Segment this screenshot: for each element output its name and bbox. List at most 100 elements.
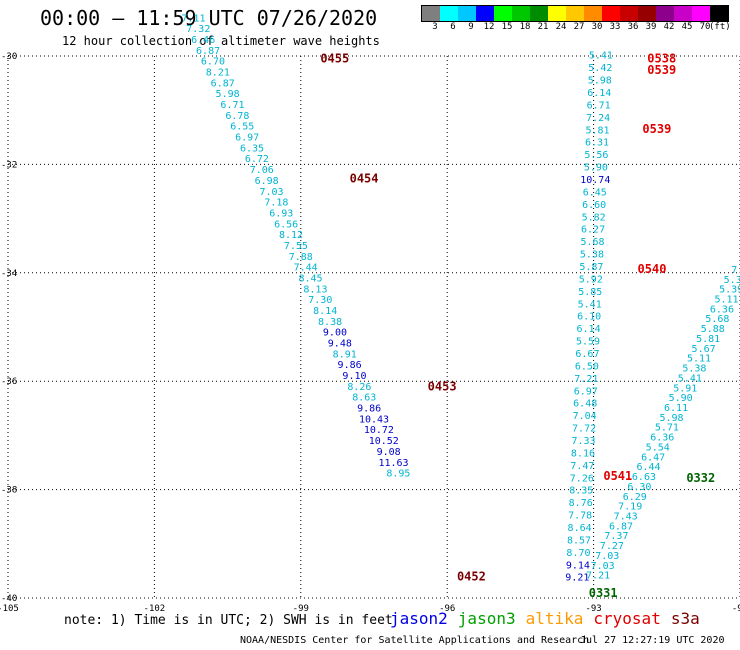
swh-value: 7.21 [574, 374, 598, 385]
swh-value: 8.26 [347, 382, 371, 393]
swh-value: 8.35 [569, 486, 593, 497]
swh-value: 6.29 [623, 492, 647, 503]
color-scale-swatch [674, 6, 692, 21]
swh-value: 6.27 [581, 225, 605, 236]
x-tick-label: -90 [732, 604, 740, 614]
swh-value: 6.55 [230, 122, 254, 133]
x-tick-label: -102 [144, 604, 166, 614]
color-scale-swatch [422, 6, 440, 21]
swh-value: 9.48 [328, 339, 352, 350]
swh-value: 8.12 [279, 230, 303, 241]
swh-value: 5.85 [578, 287, 602, 298]
swh-value: 7.06 [250, 165, 274, 176]
swh-value: 5.71 [655, 423, 679, 434]
swh-value: 11.63 [378, 458, 408, 469]
pass-time-label: 0538 [647, 52, 676, 66]
color-scale-swatch [656, 6, 674, 21]
legend-jason2: jason2 [390, 609, 448, 628]
swh-value: 5.56 [584, 150, 608, 161]
swh-value: 5.91 [673, 383, 697, 394]
page-subtitle: 12 hour collection of altimeter wave hei… [62, 34, 380, 48]
swh-value: 8.76 [569, 498, 593, 509]
swh-value: 9.86 [338, 360, 362, 371]
swh-value: 5.11 [687, 354, 711, 365]
pass-time-label: 0454 [350, 171, 379, 185]
swh-value: 10.52 [369, 436, 399, 447]
swh-value: 6.97 [574, 386, 598, 397]
swh-value: 5.39 [719, 285, 740, 296]
swh-value: 5.38 [724, 275, 740, 286]
color-scale-label: 3 [432, 22, 438, 32]
pass-time-label: 0332 [686, 471, 715, 485]
swh-value: 7.72 [572, 424, 596, 435]
swh-value: 8.14 [313, 306, 337, 317]
swh-value: 7.18 [264, 198, 288, 209]
color-scale-swatch [476, 6, 494, 21]
color-scale-label: 45 [681, 22, 693, 32]
x-tick-label: -93 [585, 604, 601, 614]
swh-value: 6.72 [245, 154, 269, 165]
swh-value: 6.50 [575, 361, 599, 372]
swh-value: 5.88 [701, 324, 725, 335]
swh-value: 7.03 [259, 187, 283, 198]
color-scale-swatch [692, 6, 710, 21]
color-scale-label: 12 [483, 22, 495, 32]
swh-value: 8.45 [299, 273, 323, 284]
swh-value: 5.81 [696, 334, 720, 345]
swh-value: 6.31 [585, 138, 609, 149]
swh-value: 8.57 [567, 535, 591, 546]
swh-value: 10.72 [364, 425, 394, 436]
swh-value: 9.14 [566, 560, 590, 571]
legend-altika: altika [525, 609, 584, 628]
swh-value: 6.56 [274, 219, 298, 230]
swh-value: 6.14 [587, 88, 611, 99]
legend-s3a: s3a [670, 609, 700, 628]
swh-value: 6.46 [191, 35, 215, 46]
swh-value: 6.98 [255, 176, 279, 187]
footer-credit: NOAA/NESDIS Center for Satellite Applica… [240, 635, 590, 646]
swh-value: 6.48 [573, 399, 597, 410]
swh-value: 5.42 [588, 63, 612, 74]
swh-value: 9.00 [323, 328, 347, 339]
color-scale-swatch [638, 6, 656, 21]
swh-value: 7.88 [289, 252, 313, 263]
swh-value: 8.38 [318, 317, 342, 328]
y-tick-label: -40 [1, 594, 17, 604]
swh-value: 10.43 [359, 414, 389, 425]
swh-value: 5.82 [582, 212, 606, 223]
page-title: 00:00 – 11:59 UTC 07/26/2020 [40, 6, 378, 30]
swh-value: 5.59 [576, 337, 600, 348]
swh-value: 7.30 [308, 295, 332, 306]
swh-value: 6.97 [235, 133, 259, 144]
y-tick-label: -30 [1, 52, 17, 62]
color-scale-swatch [530, 6, 548, 21]
swh-value: 5.90 [584, 163, 608, 174]
swh-value: 5.41 [589, 51, 613, 62]
pass-time-label: 0331 [589, 586, 618, 600]
swh-value: 6.71 [587, 100, 611, 111]
color-scale-label: 30 [591, 22, 603, 32]
swh-value: 5.38 [682, 364, 706, 375]
swh-value: 7.11 [181, 13, 205, 24]
swh-value: 7.55 [284, 241, 308, 252]
swh-value: 6.70 [201, 57, 225, 68]
legend-jason3: jason3 [457, 609, 516, 628]
swh-value: 8.70 [566, 548, 590, 559]
swh-value: 6.63 [632, 472, 656, 483]
swh-value: 7.47 [570, 461, 594, 472]
pass-time-label: 0452 [457, 570, 486, 584]
swh-value: 7.78 [568, 511, 592, 522]
swh-value: 5.68 [580, 237, 604, 248]
color-scale-swatch [584, 6, 602, 21]
swh-value: 7.33 [571, 436, 595, 447]
color-scale: 3 6 9 12 15 18 21 24 27 30 33 36 39 42 45 70 (ft) [421, 5, 731, 35]
swh-value: 9.10 [342, 371, 366, 382]
x-tick-label: -96 [439, 604, 455, 614]
swh-value: 7.04 [573, 411, 597, 422]
swh-value: 5.81 [586, 125, 610, 136]
swh-value: 6.14 [577, 324, 601, 335]
swh-value: 8.63 [352, 393, 376, 404]
swh-value: 6.87 [609, 521, 633, 532]
color-scale-unit: (ft) [709, 22, 731, 32]
swh-value: 8.13 [303, 284, 327, 295]
